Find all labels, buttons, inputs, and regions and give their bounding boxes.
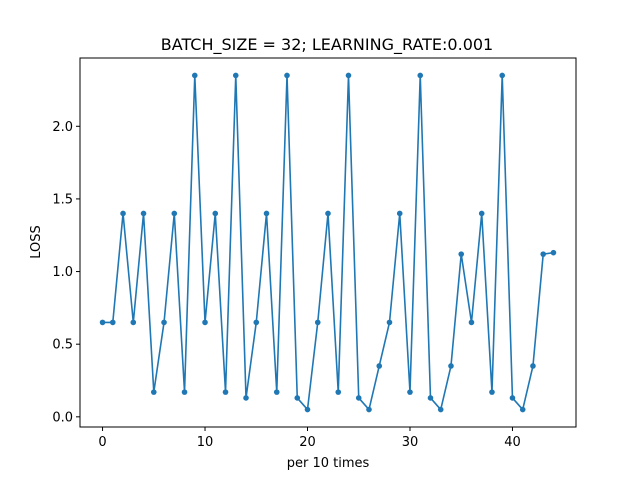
- x-tick-label: 20: [299, 435, 316, 450]
- loss-point: [437, 406, 444, 413]
- loss-point: [140, 210, 147, 217]
- loss-point: [519, 406, 526, 413]
- loss-point: [499, 72, 506, 79]
- y-tick-label: 1.0: [52, 265, 73, 280]
- loss-point: [304, 406, 311, 413]
- loss-point: [263, 210, 270, 217]
- loss-point: [427, 395, 434, 401]
- loss-point: [376, 363, 383, 369]
- y-tick-label: 1.5: [52, 192, 73, 207]
- loss-point: [509, 395, 516, 401]
- loss-point: [530, 363, 536, 369]
- loss-point: [212, 210, 219, 217]
- loss-point: [325, 210, 331, 217]
- loss-point: [253, 319, 260, 326]
- x-axis-label: per 10 times: [287, 456, 370, 471]
- loss-point: [243, 395, 249, 401]
- loss-point: [232, 72, 239, 79]
- x-tick-label: 0: [98, 435, 106, 450]
- loss-point: [468, 319, 475, 326]
- loss-point: [191, 72, 198, 79]
- loss-point: [273, 389, 280, 395]
- loss-point: [458, 251, 465, 257]
- loss-point: [314, 319, 321, 326]
- plot-area: [99, 72, 557, 413]
- chart-title: BATCH_SIZE = 32; LEARNING_RATE:0.001: [161, 35, 493, 55]
- x-tick-label: 10: [197, 435, 214, 450]
- y-tick-label: 0.0: [52, 410, 73, 425]
- loss-point: [407, 389, 413, 395]
- loss-point: [448, 363, 454, 369]
- loss-point: [99, 319, 106, 326]
- y-tick-label: 2.0: [52, 120, 73, 135]
- loss-point: [109, 319, 116, 326]
- y-axis-label: LOSS: [29, 225, 44, 259]
- loss-point: [489, 389, 495, 395]
- loss-point: [396, 210, 403, 217]
- loss-point: [417, 72, 424, 79]
- loss-point: [120, 210, 126, 217]
- x-tick-label: 30: [402, 435, 419, 450]
- loss-point: [130, 319, 137, 326]
- loss-point: [478, 210, 485, 217]
- loss-point: [386, 319, 393, 326]
- loss-line: [102, 74, 554, 411]
- loss-point: [181, 389, 188, 395]
- loss-point: [335, 389, 342, 395]
- loss-point: [284, 72, 290, 79]
- loss-point: [540, 251, 547, 257]
- loss-point: [202, 319, 208, 326]
- plot-frame: [79, 57, 577, 428]
- loss-point: [345, 72, 352, 79]
- loss-point: [294, 395, 301, 401]
- loss-point: [161, 319, 167, 326]
- loss-point: [171, 210, 178, 217]
- loss-point: [150, 389, 157, 395]
- loss-point: [222, 389, 229, 395]
- y-tick-label: 0.5: [52, 338, 73, 353]
- x-tick-label: 40: [504, 435, 521, 450]
- loss-point: [355, 395, 362, 401]
- loss-point: [550, 249, 557, 256]
- loss-point: [366, 406, 372, 413]
